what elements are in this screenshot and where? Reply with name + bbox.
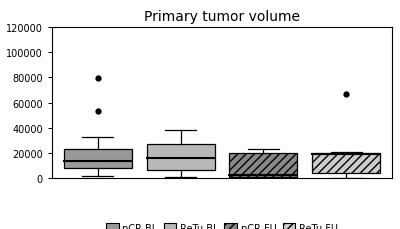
Bar xyxy=(64,150,132,169)
Bar xyxy=(230,153,298,177)
Legend: pCR BL, ReTu BL, pCR FU, ReTu FU: pCR BL, ReTu BL, pCR FU, ReTu FU xyxy=(102,220,342,229)
Bar xyxy=(146,145,214,170)
Title: Primary tumor volume: Primary tumor volume xyxy=(144,10,300,24)
Bar xyxy=(312,153,380,174)
